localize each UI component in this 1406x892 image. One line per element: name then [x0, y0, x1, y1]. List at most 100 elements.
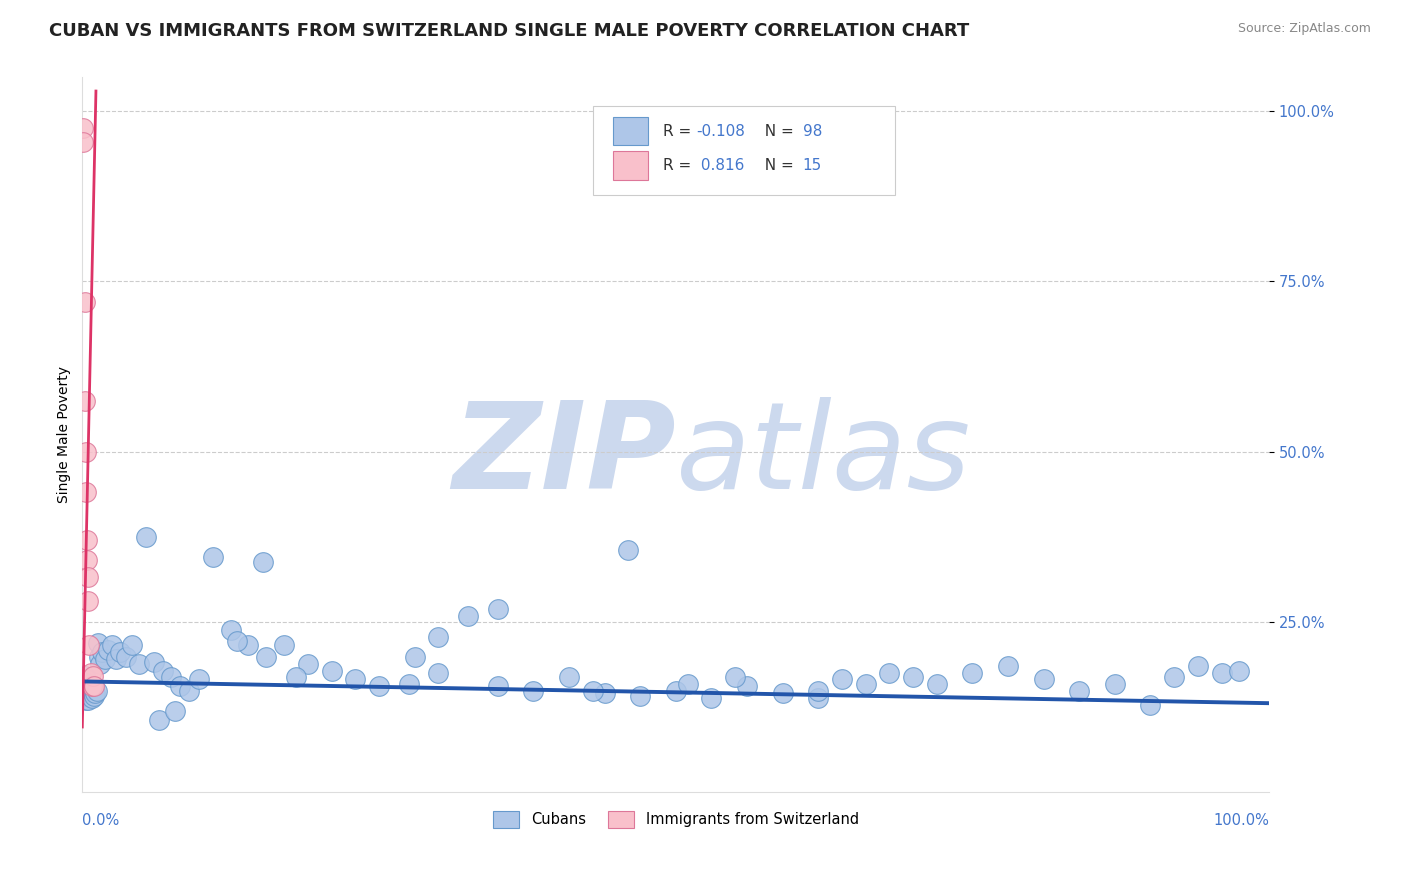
Point — [75, 693, 97, 707]
Point — [321, 664, 343, 678]
Point — [1032, 673, 1054, 687]
Text: CUBAN VS IMMIGRANTS FROM SWITZERLAND SINGLE MALE POVERTY CORRELATION CHART: CUBAN VS IMMIGRANTS FROM SWITZERLAND SIN… — [49, 22, 970, 40]
Point — [110, 645, 132, 659]
Point — [201, 549, 224, 564]
Point — [735, 679, 758, 693]
Point — [75, 485, 97, 500]
Point — [77, 570, 100, 584]
Point — [582, 684, 605, 698]
Point — [79, 677, 101, 691]
Point — [628, 690, 651, 704]
Point — [855, 677, 877, 691]
Point — [83, 682, 105, 697]
Point — [84, 686, 107, 700]
Point — [148, 713, 170, 727]
Text: -0.108: -0.108 — [696, 123, 745, 138]
Point — [486, 679, 509, 693]
Legend: Cubans, Immigrants from Switzerland: Cubans, Immigrants from Switzerland — [486, 805, 865, 834]
Point — [252, 555, 274, 569]
Point — [225, 633, 247, 648]
Point — [72, 679, 94, 693]
Point — [77, 679, 100, 693]
Text: Source: ZipAtlas.com: Source: ZipAtlas.com — [1237, 22, 1371, 36]
Point — [617, 543, 640, 558]
Point — [97, 643, 120, 657]
Point — [128, 657, 150, 671]
Point — [273, 639, 295, 653]
Point — [700, 690, 723, 705]
Point — [1187, 658, 1209, 673]
Point — [75, 686, 97, 700]
Point — [76, 682, 98, 697]
Point — [94, 652, 117, 666]
Text: 100.0%: 100.0% — [1213, 813, 1270, 828]
Point — [72, 673, 94, 687]
Point — [997, 658, 1019, 673]
Point — [73, 682, 96, 697]
Point — [593, 686, 616, 700]
Point — [77, 693, 100, 707]
Point — [831, 673, 853, 687]
Text: R =: R = — [662, 158, 696, 173]
Point — [87, 636, 110, 650]
Point — [879, 665, 901, 680]
Point — [807, 684, 830, 698]
Point — [1139, 698, 1161, 712]
Point — [75, 679, 97, 693]
Point — [368, 679, 391, 693]
Text: N =: N = — [755, 123, 799, 138]
Point — [1104, 677, 1126, 691]
Point — [807, 690, 830, 705]
Point — [72, 135, 94, 149]
Point — [77, 594, 100, 608]
Point — [73, 669, 96, 683]
Text: ZIP: ZIP — [451, 398, 676, 515]
Text: atlas: atlas — [676, 398, 972, 515]
Point — [73, 294, 96, 309]
Point — [169, 679, 191, 693]
Point — [76, 690, 98, 704]
Point — [79, 681, 101, 695]
Text: 15: 15 — [803, 158, 823, 173]
Point — [83, 690, 105, 704]
Point — [152, 664, 174, 678]
Point — [121, 639, 143, 653]
Point — [427, 630, 450, 644]
Point — [79, 687, 101, 701]
Point — [79, 639, 101, 653]
Text: R =: R = — [662, 123, 696, 138]
Point — [1163, 670, 1185, 684]
Text: N =: N = — [755, 158, 799, 173]
Point — [925, 677, 948, 691]
Point — [772, 686, 794, 700]
Point — [676, 677, 699, 691]
Point — [82, 669, 104, 683]
Point — [80, 684, 103, 698]
Point — [398, 677, 420, 691]
Point — [297, 657, 319, 671]
Point — [87, 649, 110, 664]
Point — [73, 393, 96, 408]
FancyBboxPatch shape — [613, 117, 648, 145]
Point — [187, 673, 209, 687]
Point — [76, 675, 98, 690]
FancyBboxPatch shape — [593, 106, 896, 195]
Point — [160, 670, 183, 684]
Point — [72, 686, 94, 700]
Point — [91, 645, 114, 659]
Point — [86, 684, 108, 698]
Point — [344, 673, 367, 687]
Point — [284, 670, 307, 684]
Point — [83, 679, 105, 693]
Point — [89, 657, 111, 671]
FancyBboxPatch shape — [613, 151, 648, 179]
Text: 0.816: 0.816 — [696, 158, 744, 173]
Point — [101, 639, 124, 653]
Point — [486, 602, 509, 616]
Y-axis label: Single Male Poverty: Single Male Poverty — [58, 366, 72, 503]
Point — [80, 690, 103, 705]
Point — [1069, 684, 1091, 698]
Point — [901, 670, 924, 684]
Point — [76, 553, 98, 567]
Point — [135, 530, 157, 544]
